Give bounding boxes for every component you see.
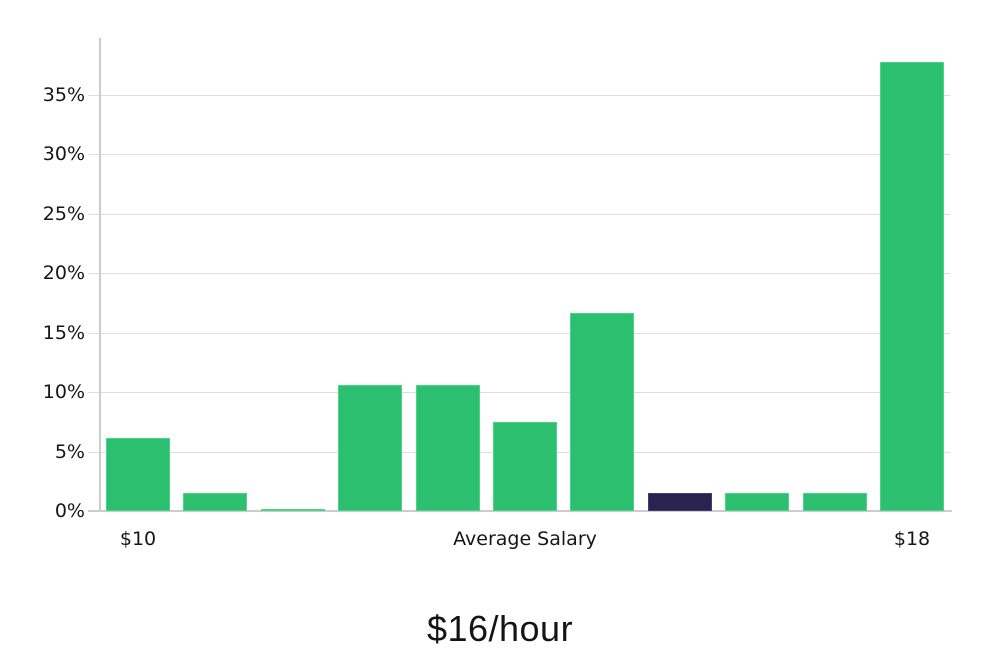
y-tick-label: 10% [42, 381, 85, 404]
bar [338, 385, 403, 511]
bar [802, 493, 867, 511]
y-gridline [88, 213, 950, 215]
x-tick-label: Average Salary [453, 528, 597, 550]
bar [725, 493, 790, 511]
bar [106, 438, 170, 511]
y-gridline [88, 94, 950, 96]
bar [415, 385, 480, 511]
chart-title: $16/hour [426, 608, 574, 649]
y-tick-label: 5% [54, 440, 85, 463]
bar [570, 312, 635, 511]
x-tick-label: $10 [119, 528, 157, 550]
x-axis-line [88, 510, 952, 512]
y-tick-label: 25% [42, 202, 85, 225]
bar [880, 61, 944, 511]
bar [260, 509, 325, 511]
y-tick-label: 35% [42, 83, 85, 106]
y-tick-label: 0% [54, 500, 85, 522]
y-tick-label: 20% [42, 262, 85, 285]
y-tick-label: 30% [42, 143, 85, 166]
y-gridline [88, 392, 950, 394]
bar [493, 421, 557, 511]
bar [183, 493, 248, 511]
y-gridline [88, 154, 950, 156]
y-gridline [88, 332, 950, 334]
y-gridline [88, 273, 950, 275]
bar-highlighted [647, 493, 712, 511]
y-tick-label: 15% [42, 321, 85, 344]
x-tick-label: $18 [893, 528, 931, 550]
y-axis-line [99, 38, 101, 511]
